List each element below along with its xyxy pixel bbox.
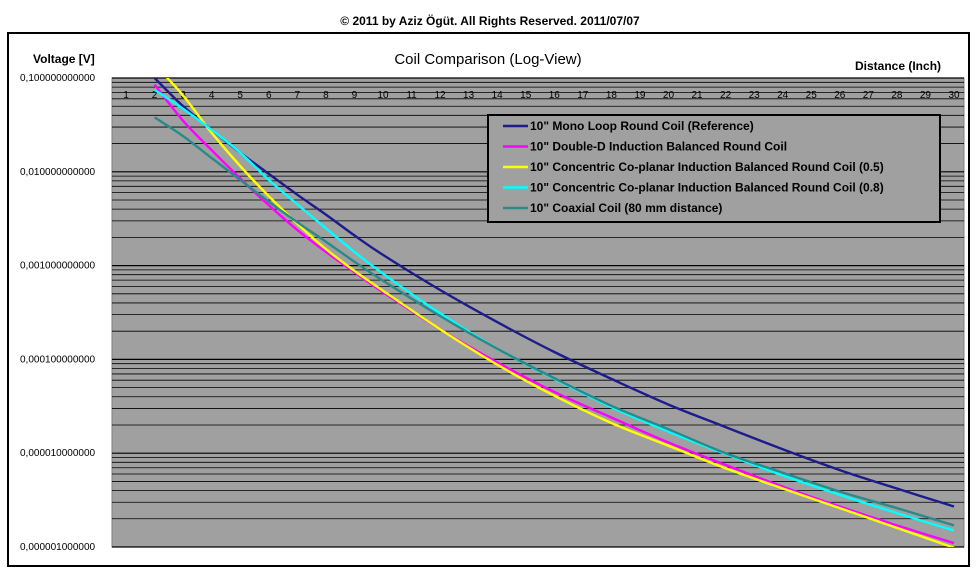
y-tick-label: 0,100000000000 xyxy=(20,73,96,84)
legend-entry-label: 10" Coaxial Coil (80 mm distance) xyxy=(530,201,722,215)
x-axis-label: Distance (Inch) xyxy=(855,59,941,73)
x-tick-label: 25 xyxy=(806,90,818,101)
x-tick-label: 5 xyxy=(237,90,243,101)
x-tick-label: 30 xyxy=(948,90,960,101)
series-line-4 xyxy=(153,88,955,532)
x-tick-label: 29 xyxy=(920,90,932,101)
grid-lines xyxy=(112,77,964,548)
y-tick-labels: 0,100000000000 0,010000000000 0,0010000000… xyxy=(20,73,96,553)
x-tick-label: 8 xyxy=(323,90,329,101)
x-tick-label: 18 xyxy=(606,90,618,101)
legend: 10" Mono Loop Round Coil (Reference) 10" … xyxy=(487,114,941,223)
legend-box xyxy=(487,114,941,223)
x-tick-label: 13 xyxy=(463,90,475,101)
legend-entry-label: 10" Concentric Co-planar Induction Balan… xyxy=(530,181,884,195)
series-line-3 xyxy=(165,78,955,547)
y-tick-label: 0,000010000000 xyxy=(20,448,96,459)
x-tick-label: 26 xyxy=(834,90,846,101)
x-tick-label: 11 xyxy=(406,90,417,101)
x-tick-label: 22 xyxy=(720,90,732,101)
y-tick-label: 0,000001000000 xyxy=(20,542,96,553)
x-tick-label: 28 xyxy=(891,90,903,101)
x-tick-label: 17 xyxy=(577,90,589,101)
x-tick-label: 10 xyxy=(377,90,389,101)
x-tick-label: 1 xyxy=(123,90,129,101)
x-tick-label: 23 xyxy=(749,90,761,101)
x-tick-label: 20 xyxy=(663,90,675,101)
x-tick-label: 16 xyxy=(549,90,561,101)
legend-entry-label: 10" Double-D Induction Balanced Round Co… xyxy=(530,140,787,154)
x-tick-label: 24 xyxy=(777,90,789,101)
y-axis-label: Voltage [V] xyxy=(33,52,95,66)
x-tick-label: 19 xyxy=(634,90,646,101)
y-tick-label: 0,010000000000 xyxy=(20,167,96,178)
y-tick-label: 0,001000000000 xyxy=(20,261,96,272)
x-tick-label: 15 xyxy=(520,90,532,101)
x-tick-label: 9 xyxy=(352,90,358,101)
series-lines xyxy=(153,78,955,547)
x-tick-label: 12 xyxy=(435,90,447,101)
legend-entry-label: 10" Concentric Co-planar Induction Balan… xyxy=(530,160,884,174)
y-tick-label: 0,000100000000 xyxy=(20,354,96,365)
x-tick-label: 6 xyxy=(266,90,272,101)
x-tick-label: 27 xyxy=(863,90,875,101)
copyright-text: © 2011 by Aziz Ögüt. All Rights Reserved… xyxy=(340,13,640,28)
chart-title: Coil Comparison (Log-View) xyxy=(394,51,581,68)
x-tick-label: 21 xyxy=(691,90,703,101)
series-line-5 xyxy=(153,116,955,527)
x-tick-label: 4 xyxy=(209,90,215,101)
x-tick-label: 7 xyxy=(295,90,301,101)
x-tick-label: 2 xyxy=(152,90,158,101)
x-tick-label: 14 xyxy=(492,90,504,101)
x-tick-labels: 1 2 3 4 5 6 7 8 9 10 11 12 13 14 15 16 17 18 19 20 21 22 23 24 2… xyxy=(123,90,960,101)
legend-entry-label: 10" Mono Loop Round Coil (Reference) xyxy=(530,119,754,133)
